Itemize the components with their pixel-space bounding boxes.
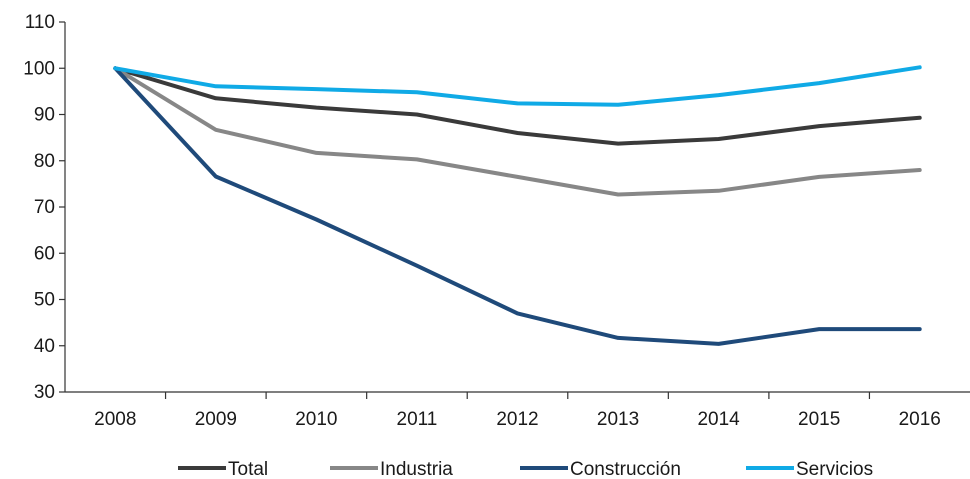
x-tick-label: 2015	[798, 409, 840, 430]
x-tick-label: 2012	[496, 409, 538, 430]
y-axis-ticks: 30 40 50 60 70 80 90 100 110	[23, 12, 65, 403]
y-tick-label: 70	[34, 197, 55, 218]
series-line-servicios	[113, 65, 922, 107]
x-tick-label: 2013	[597, 409, 639, 430]
x-tick-label: 2008	[94, 409, 136, 430]
x-tick-label: 2011	[397, 409, 438, 430]
y-tick-label: 80	[34, 151, 55, 172]
y-tick-label: 50	[34, 290, 55, 311]
series-line-total	[113, 66, 922, 146]
x-tick-label: 2016	[899, 409, 941, 430]
chart-legend: Total Industria Construcción Servicios	[178, 459, 873, 479]
series-line-construccion	[113, 66, 922, 346]
legend-label-total: Total	[228, 459, 268, 479]
y-tick-label: 110	[25, 12, 55, 33]
y-tick-label: 60	[34, 243, 55, 264]
x-tick-label: 2010	[295, 409, 337, 430]
legend-label-servicios: Servicios	[796, 459, 873, 479]
series-line-industria	[113, 66, 922, 197]
chart-axes	[64, 22, 970, 393]
chart-series	[113, 65, 922, 346]
x-tick-label: 2014	[697, 409, 740, 430]
y-tick-label: 100	[23, 58, 55, 79]
y-tick-label: 90	[34, 105, 55, 126]
x-tick-label: 2009	[195, 409, 237, 430]
legend-label-industria: Industria	[380, 459, 453, 479]
y-tick-label: 40	[34, 336, 55, 357]
legend-label-construccion: Construcción	[570, 459, 681, 479]
x-axis-ticks: 2008 2009 2010 2011 2012 2013 2014 2015 2016	[94, 392, 941, 430]
y-tick-label: 30	[34, 382, 55, 403]
